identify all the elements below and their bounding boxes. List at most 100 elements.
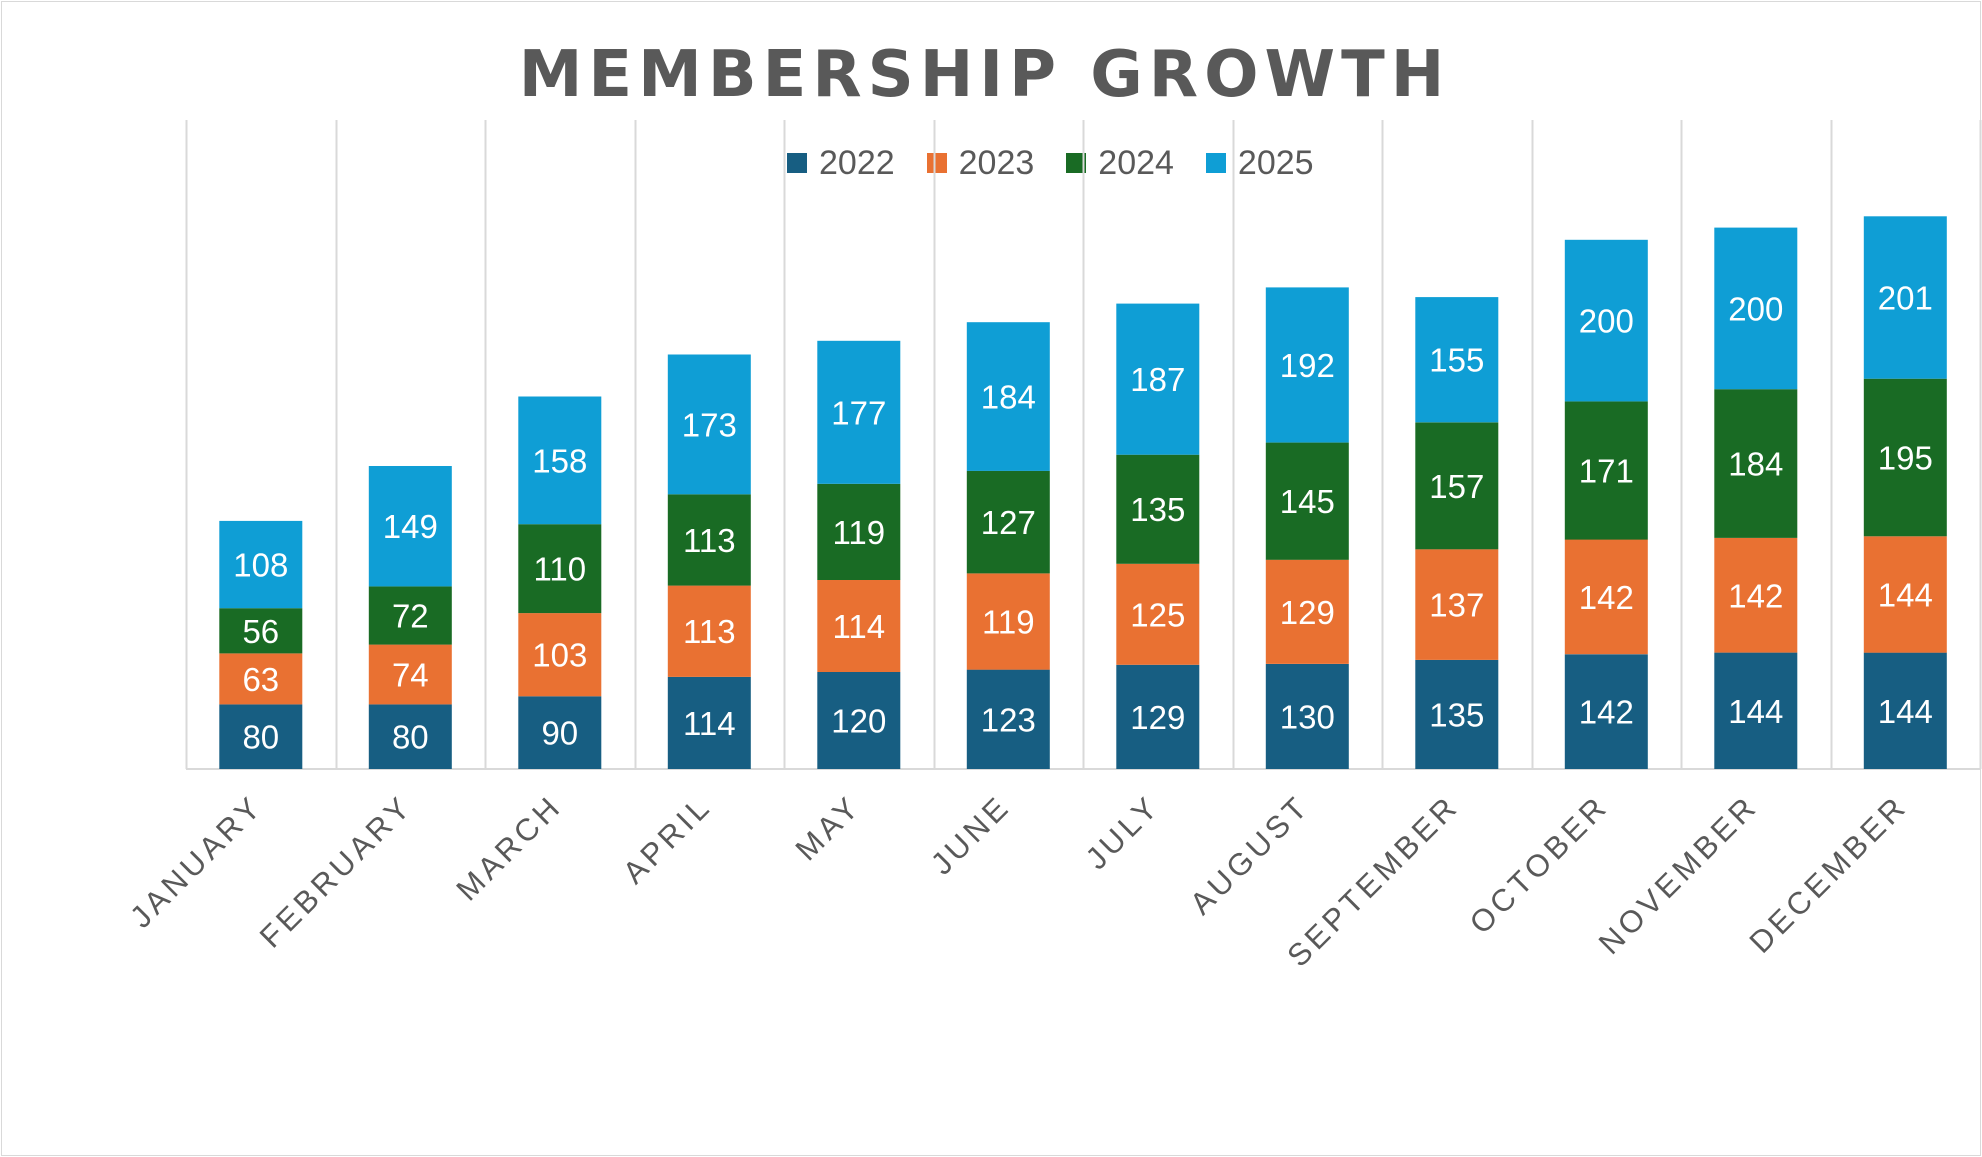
data-label: 113 (683, 522, 736, 559)
data-label: 129 (1130, 699, 1185, 736)
legend-swatch (926, 153, 947, 173)
bar-segment-2025-march (518, 396, 602, 525)
bar-segment-2025-april (667, 354, 751, 495)
chart-title: MEMBERSHIP GROWTH (518, 38, 1451, 112)
bar-segment-2024-august (1265, 442, 1349, 560)
bar-segment-2025-october (1564, 239, 1648, 402)
data-label: 103 (532, 637, 587, 674)
bar-segment-2025-july (1116, 303, 1200, 455)
data-label: 113 (683, 613, 736, 650)
bar-segment-2022-august (1265, 664, 1349, 769)
bar-segment-2024-january (219, 608, 303, 654)
bar-segment-2025-september (1415, 297, 1499, 423)
bar-segment-2022-september (1415, 659, 1499, 769)
x-tick-label: JULY (1079, 788, 1167, 876)
data-label: 137 (1429, 587, 1484, 624)
bar-segment-2024-may (817, 483, 901, 580)
bar-segment-2025-august (1265, 287, 1349, 443)
data-label: 184 (981, 379, 1036, 416)
data-label: 187 (1130, 361, 1185, 398)
bar-segment-2024-march (518, 524, 602, 614)
data-label: 192 (1280, 347, 1335, 384)
data-label: 144 (1878, 693, 1933, 730)
legend-label: 2023 (958, 143, 1035, 182)
data-label: 110 (533, 551, 586, 588)
bar-segment-2024-june (966, 470, 1050, 574)
data-label: 144 (1878, 577, 1933, 614)
x-tick-label: DECEMBER (1743, 788, 1915, 960)
x-tick-label: NOVEMBER (1592, 788, 1765, 961)
data-label: 142 (1728, 577, 1783, 614)
data-label: 74 (392, 657, 429, 694)
data-label: 129 (1280, 594, 1335, 631)
legend-item: 2022 (787, 144, 895, 183)
bar-segment-2022-january (219, 704, 303, 769)
bar-segment-2025-december (1863, 216, 1947, 379)
data-label: 200 (1728, 290, 1783, 327)
bar-segment-2022-july (1116, 664, 1200, 769)
data-label: 135 (1429, 697, 1484, 734)
data-label: 135 (1130, 491, 1185, 528)
legend-label: 2024 (1098, 143, 1174, 182)
bar-segment-2023-april (667, 585, 751, 677)
data-label: 195 (1878, 440, 1933, 477)
x-tick-label: JANUARY (123, 788, 269, 934)
bar-segment-2022-june (966, 669, 1050, 769)
x-tick-label: MAY (789, 788, 868, 867)
data-label: 173 (682, 406, 737, 443)
data-label: 142 (1579, 579, 1634, 616)
legend-swatch (787, 153, 807, 173)
bar-segment-2022-december (1863, 652, 1947, 769)
data-label: 56 (242, 613, 279, 650)
legend-label: 2025 (1237, 143, 1314, 182)
data-label: 149 (383, 508, 438, 545)
bar-segment-2022-october (1564, 654, 1648, 769)
data-label: 184 (1728, 446, 1783, 483)
data-label: 177 (831, 394, 886, 431)
bar-segment-2022-may (817, 672, 901, 769)
chart-legend: 2022 2023 2024 2025 (787, 139, 1314, 187)
bar-segment-2023-june (966, 573, 1050, 670)
bar-segment-2023-march (518, 613, 602, 697)
bar-segment-2025-february (368, 466, 452, 587)
x-tick-label: OCTOBER (1463, 788, 1616, 941)
data-label: 144 (1728, 693, 1783, 730)
x-tick-label: MARCH (449, 788, 568, 907)
bar-segment-2024-july (1116, 454, 1200, 564)
legend-label: 2022 (819, 143, 895, 182)
bar-segment-2022-march (518, 696, 602, 769)
data-label: 63 (242, 661, 279, 698)
bar-segment-2023-february (368, 644, 452, 705)
legend-swatch (1205, 153, 1226, 173)
bar-segment-2024-september (1415, 422, 1499, 550)
bar-segment-2022-november (1714, 652, 1798, 769)
data-label: 123 (981, 701, 1036, 738)
bar-segment-2022-february (368, 704, 452, 769)
data-label: 108 (233, 547, 288, 584)
data-label: 72 (392, 598, 429, 635)
data-label: 130 (1280, 699, 1335, 736)
x-tick-label: APRIL (616, 788, 718, 890)
bar-segment-2023-october (1564, 539, 1648, 655)
legend-item: 2024 (1066, 144, 1174, 183)
bar-segment-2022-april (667, 676, 751, 769)
data-label: 158 (532, 442, 587, 479)
bar-segment-2024-october (1564, 401, 1648, 540)
data-label: 200 (1579, 303, 1634, 340)
bar-segment-2023-september (1415, 549, 1499, 660)
data-label: 127 (981, 504, 1036, 541)
bar-segment-2024-november (1714, 389, 1798, 538)
bar-segment-2023-may (817, 579, 901, 672)
data-label: 171 (1579, 452, 1634, 489)
x-tick-label: JUNE (924, 788, 1017, 881)
legend-swatch (1066, 153, 1087, 173)
x-tick-label: FEBRUARY (253, 788, 419, 954)
bar-segment-2025-may (817, 340, 901, 484)
data-label: 119 (982, 604, 1035, 641)
bar-segment-2024-april (667, 494, 751, 586)
data-label: 120 (831, 703, 886, 740)
legend-item: 2023 (926, 143, 1035, 183)
x-tick-label: AUGUST (1183, 788, 1316, 921)
data-label: 125 (1130, 596, 1185, 633)
